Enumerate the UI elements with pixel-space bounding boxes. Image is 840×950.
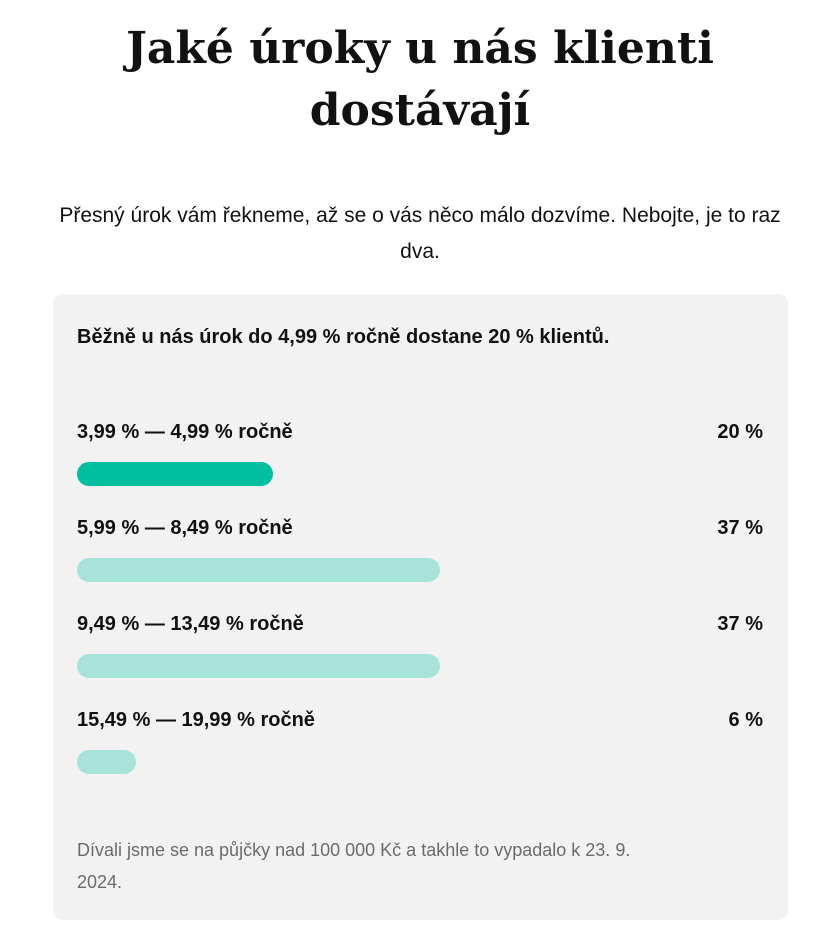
interest-distribution-card: Běžně u nás úrok do 4,99 % ročně dostane… (53, 294, 788, 920)
bar (77, 462, 273, 486)
bar-category-label: 3,99 % — 4,99 % ročně (77, 421, 293, 443)
bar-row: 3,99 % — 4,99 % ročně 20 % (77, 418, 763, 514)
bar-category-label: 9,49 % — 13,49 % ročně (77, 613, 304, 635)
page-title: Jaké úroky u nás klienti dostávají (126, 23, 714, 136)
bar (77, 558, 440, 582)
bar-row: 15,49 % — 19,99 % ročně 6 % (77, 706, 763, 802)
bar-track (77, 462, 763, 486)
bar (77, 750, 136, 774)
bar-value-label: 37 % (717, 613, 763, 635)
bar-value-label: 20 % (717, 421, 763, 443)
bar-track (77, 558, 763, 582)
bar-track (77, 654, 763, 678)
bar-category-label: 15,49 % — 19,99 % ročně (77, 709, 315, 731)
bar-category-label: 5,99 % — 8,49 % ročně (77, 517, 293, 539)
bar-row: 9,49 % — 13,49 % ročně 37 % (77, 610, 763, 706)
bar (77, 654, 440, 678)
card-headline: Běžně u nás úrok do 4,99 % ročně dostane… (77, 326, 610, 348)
interest-bar-chart: 3,99 % — 4,99 % ročně 20 % 5,99 % — 8,49 %… (77, 418, 763, 802)
bar-value-label: 37 % (717, 517, 763, 539)
page-subtitle: Přesný úrok vám řekneme, až se o vás něc… (59, 204, 781, 263)
bar-row: 5,99 % — 8,49 % ročně 37 % (77, 514, 763, 610)
bar-track (77, 750, 763, 774)
bar-value-label: 6 % (728, 709, 763, 731)
data-source-note: Dívali jsme se na půjčky nad 100 000 Kč … (77, 840, 631, 892)
